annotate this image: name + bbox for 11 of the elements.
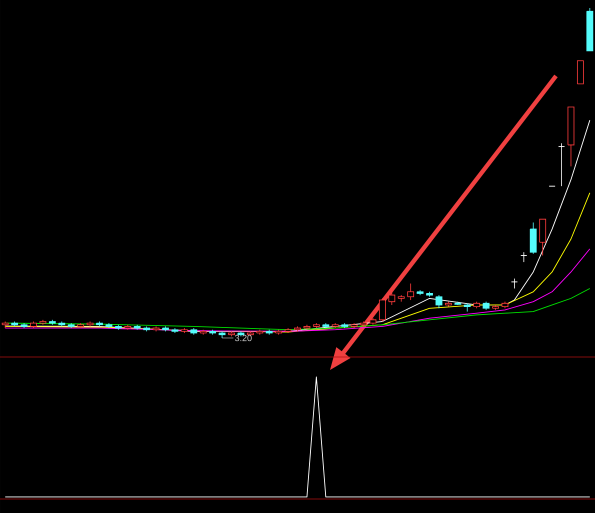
- candlestick: [558, 142, 566, 187]
- candlestick: [436, 294, 442, 309]
- candlestick: [539, 218, 546, 256]
- candlestick: [510, 278, 518, 289]
- candlestick: [576, 60, 584, 84]
- candlestick: [530, 222, 537, 254]
- candlestick: [378, 298, 386, 322]
- candlestick: [388, 288, 396, 306]
- candlestick: [520, 252, 528, 262]
- annotation: 3.20: [234, 334, 252, 342]
- candlestick: [407, 283, 414, 300]
